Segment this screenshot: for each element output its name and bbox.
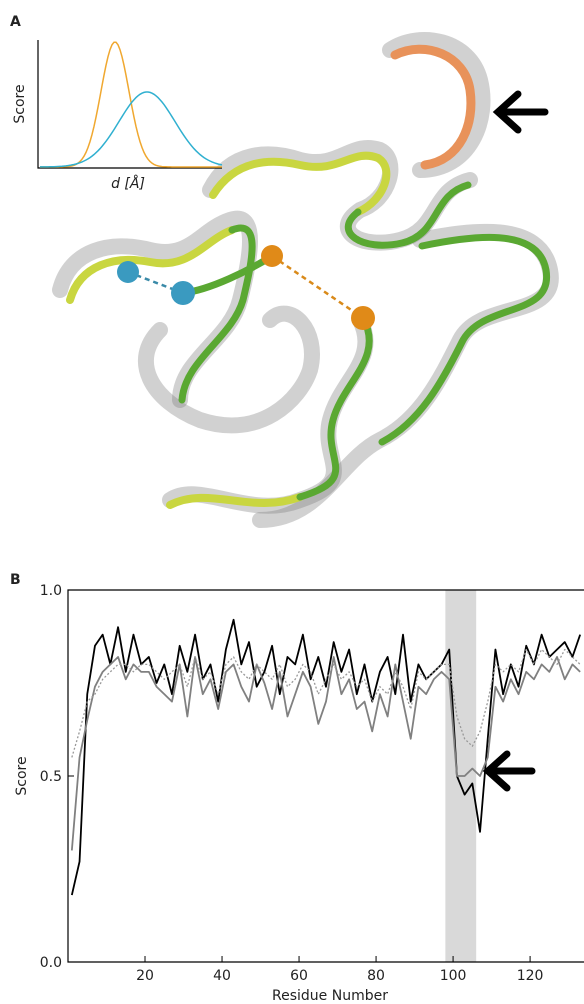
atom bbox=[351, 306, 375, 330]
backbone bbox=[378, 233, 550, 446]
arrow bbox=[482, 750, 536, 792]
distance-line bbox=[271, 254, 364, 320]
atom bbox=[117, 261, 139, 283]
x-tick-label: 120 bbox=[517, 968, 544, 984]
backbone-shadow bbox=[382, 32, 491, 178]
inset-x-label: d [Å] bbox=[111, 175, 145, 192]
y-tick-label: 1.0 bbox=[40, 583, 62, 599]
inset: Score d [Å] bbox=[12, 40, 223, 192]
inset-curve bbox=[40, 91, 223, 168]
x-tick-label: 40 bbox=[213, 968, 231, 984]
inset-axes bbox=[37, 40, 222, 169]
line-chart: 0.0 0.5 1.0 20 40 60 80 100 120 Residue Number Sco… bbox=[10, 572, 584, 1004]
panel-label: A bbox=[10, 14, 21, 30]
x-tick-label: 20 bbox=[136, 968, 154, 984]
backbone bbox=[66, 226, 236, 304]
y-axis-label: Score bbox=[14, 756, 30, 795]
inset-curve bbox=[40, 41, 222, 168]
x-axis-label: Residue Number bbox=[272, 988, 388, 1004]
x-tick-label: 100 bbox=[440, 968, 467, 984]
backbone-shadow bbox=[137, 305, 320, 434]
arrow bbox=[492, 90, 549, 134]
x-tick-label: 60 bbox=[290, 968, 308, 984]
backbone bbox=[166, 493, 304, 509]
y-tick-label: 0.5 bbox=[40, 769, 62, 785]
series-line bbox=[70, 656, 581, 851]
atom bbox=[171, 281, 195, 305]
series-line bbox=[70, 618, 582, 896]
x-tick-label: 80 bbox=[367, 968, 385, 984]
backbone bbox=[344, 181, 472, 249]
inset-y-label: Score bbox=[12, 84, 28, 123]
series-line bbox=[71, 648, 581, 758]
axes-frame bbox=[67, 589, 584, 963]
atom bbox=[261, 245, 283, 267]
backbone bbox=[179, 252, 276, 297]
backbone bbox=[296, 314, 373, 501]
panel-label: B bbox=[10, 572, 21, 588]
y-tick-label: 0.0 bbox=[40, 955, 62, 971]
structure bbox=[52, 32, 559, 528]
backbone bbox=[209, 151, 391, 216]
backbone bbox=[178, 224, 256, 404]
flexible-loop bbox=[390, 44, 476, 170]
